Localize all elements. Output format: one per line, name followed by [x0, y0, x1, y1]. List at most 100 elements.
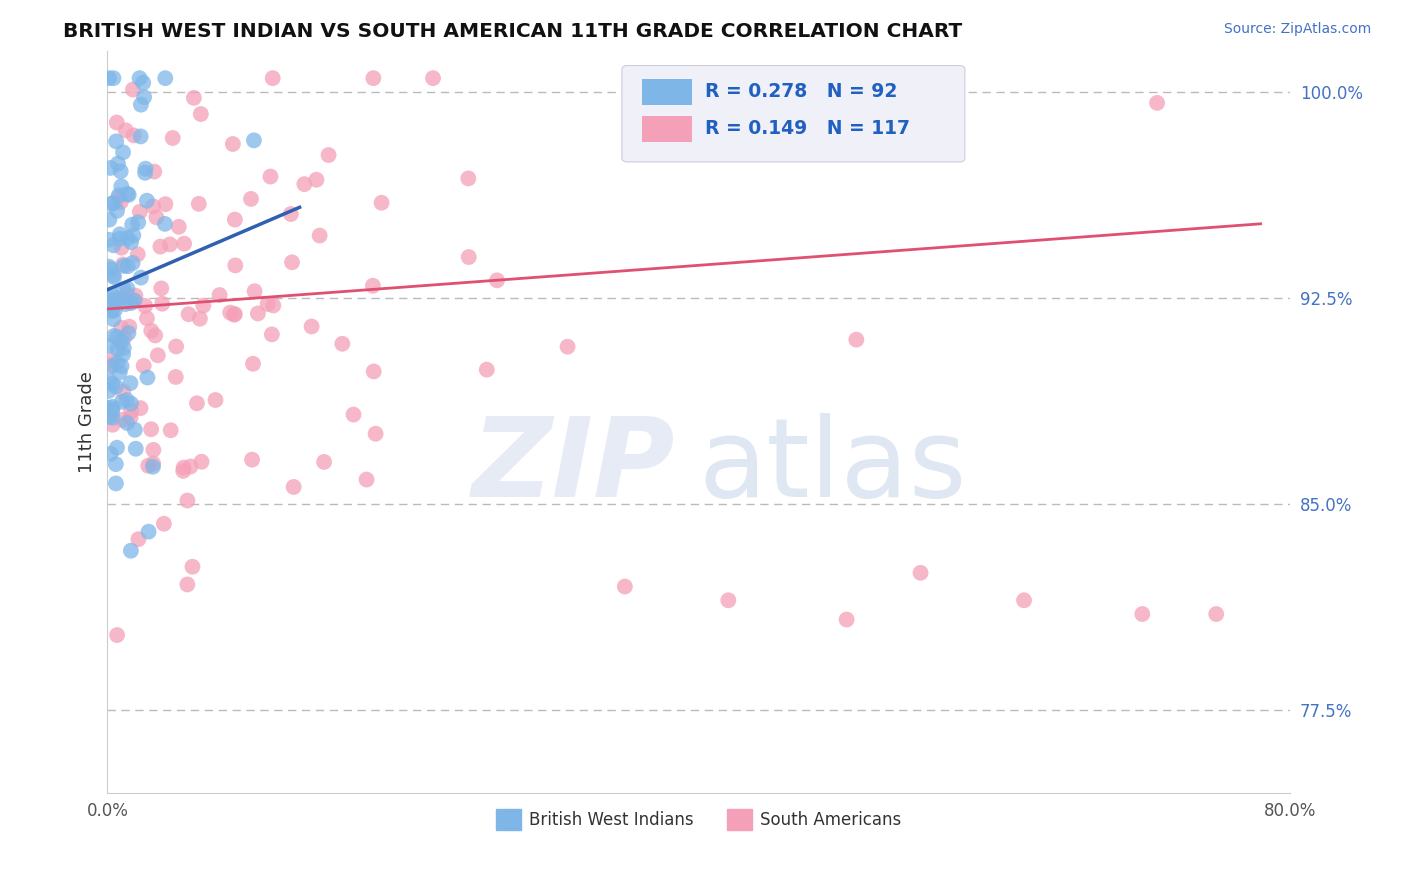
Point [129, 129, 152, 144]
Point [135, 161, 157, 176]
Point [243, 133, 266, 147]
Point [342, 408, 364, 422]
Point [103, 238, 125, 252]
Point [363, 71, 385, 86]
Point [173, 460, 195, 475]
Point [845, 333, 868, 347]
Point [110, 320, 132, 334]
Point [159, 237, 181, 252]
Point [149, 239, 172, 253]
Point [118, 187, 141, 202]
Legend: British West Indians, South Americans: British West Indians, South Americans [489, 803, 908, 837]
Point [114, 123, 136, 137]
Point [105, 135, 128, 149]
Point [97, 71, 120, 86]
Point [301, 319, 323, 334]
Point [97, 260, 120, 274]
Point [103, 291, 125, 305]
Point [222, 308, 245, 322]
Point [110, 292, 132, 306]
Point [1130, 607, 1153, 621]
Point [127, 247, 149, 261]
Point [146, 348, 169, 362]
Point [103, 71, 125, 86]
Point [283, 480, 305, 494]
Point [100, 447, 122, 461]
Point [179, 459, 201, 474]
Point [142, 457, 165, 471]
Point [105, 441, 128, 455]
Point [143, 164, 166, 178]
Point [115, 416, 138, 430]
Point [132, 359, 155, 373]
Point [112, 413, 135, 427]
Point [260, 327, 283, 342]
Point [112, 341, 135, 355]
Text: atlas: atlas [699, 413, 967, 520]
Point [187, 196, 209, 211]
Point [193, 299, 215, 313]
Point [111, 257, 134, 271]
Point [108, 365, 131, 379]
Point [177, 307, 200, 321]
Point [101, 410, 124, 425]
Point [107, 191, 129, 205]
Point [155, 71, 177, 86]
Point [136, 311, 159, 326]
Point [112, 347, 135, 361]
Bar [643, 78, 692, 105]
Point [128, 71, 150, 86]
Point [141, 324, 163, 338]
Point [176, 577, 198, 591]
Point [370, 195, 392, 210]
Point [259, 169, 281, 184]
Point [188, 311, 211, 326]
Point [110, 164, 132, 178]
Point [112, 384, 135, 399]
Point [101, 400, 124, 414]
Point [318, 148, 340, 162]
Point [100, 262, 122, 277]
Point [111, 394, 134, 409]
Point [364, 426, 387, 441]
Point [262, 298, 284, 312]
Point [111, 334, 134, 349]
Point [132, 76, 155, 90]
Point [557, 340, 579, 354]
Point [110, 194, 132, 209]
Text: Source: ZipAtlas.com: Source: ZipAtlas.com [1223, 22, 1371, 37]
Point [356, 473, 378, 487]
Point [104, 379, 127, 393]
Point [101, 417, 124, 432]
Point [457, 250, 479, 264]
Point [100, 287, 122, 301]
Point [717, 593, 740, 607]
Point [129, 97, 152, 112]
Point [162, 131, 184, 145]
Point [120, 296, 142, 310]
Point [112, 331, 135, 345]
Point [136, 370, 159, 384]
Point [155, 197, 177, 211]
Point [117, 259, 139, 273]
Point [127, 215, 149, 229]
Point [117, 326, 139, 340]
Point [153, 217, 176, 231]
Point [224, 307, 246, 321]
Point [1012, 593, 1035, 607]
Point [104, 457, 127, 471]
Point [110, 179, 132, 194]
Point [165, 370, 187, 384]
Point [134, 90, 156, 104]
Point [124, 293, 146, 308]
Point [105, 203, 128, 218]
Point [165, 339, 187, 353]
Point [172, 464, 194, 478]
Text: R = 0.278   N = 92: R = 0.278 N = 92 [704, 82, 897, 101]
Point [159, 423, 181, 437]
Point [108, 232, 131, 246]
Point [150, 296, 173, 310]
Point [281, 255, 304, 269]
Point [134, 166, 156, 180]
Point [219, 305, 242, 319]
